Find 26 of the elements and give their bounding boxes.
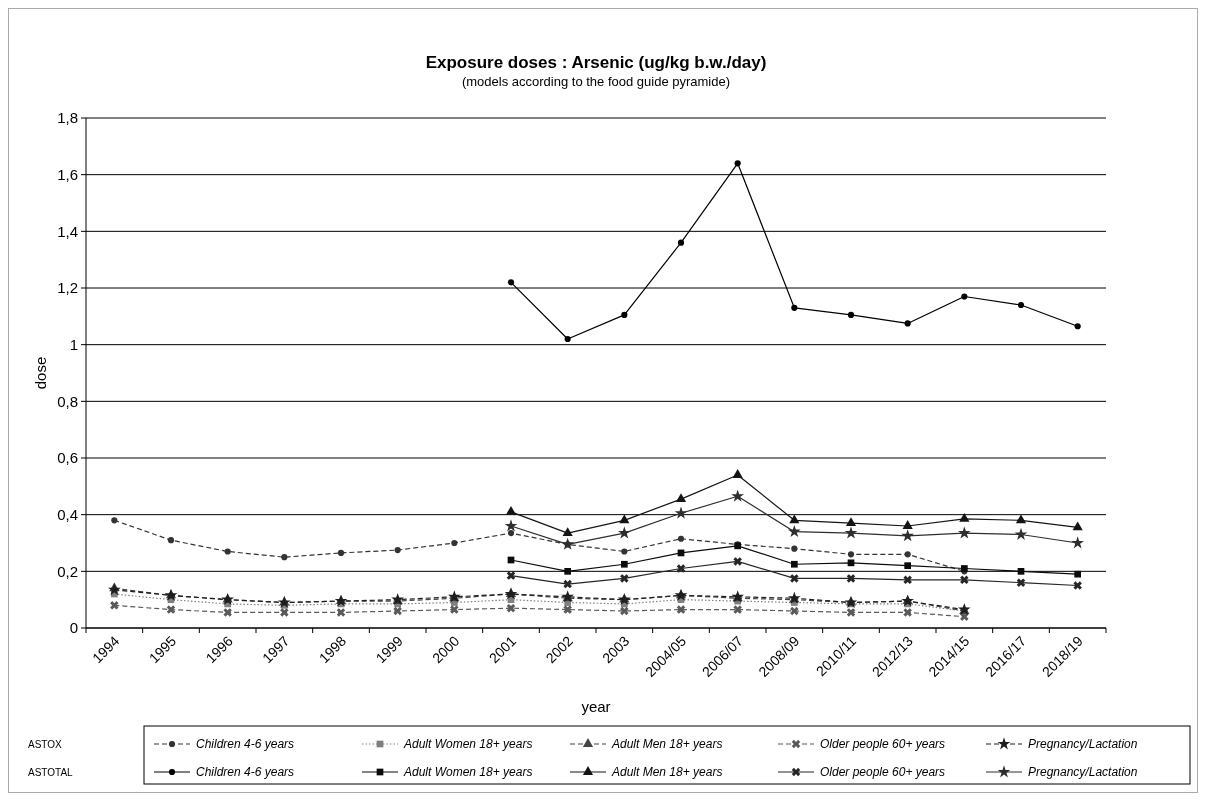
text: ASTOX — [28, 738, 63, 750]
y-tick-label: 0,6 — [57, 449, 78, 467]
y-tick-label: 0,8 — [57, 392, 78, 410]
chart-subtitle: (models according to the food guide pyramide) — [461, 74, 731, 89]
legend-label: Adult Women 18+ years — [403, 765, 533, 780]
y-tick-label: 0 — [69, 619, 78, 637]
text: ASTOTAL — [28, 766, 74, 778]
y-tick-label: 0,2 — [57, 562, 78, 580]
y-tick-label: 1,6 — [57, 165, 78, 183]
chart-title: Exposure doses : Arsenic (ug/kg b.w./day) — [425, 53, 767, 72]
y-tick-label: 1,2 — [57, 279, 78, 297]
legend-label: Children 4-6 years — [196, 737, 295, 752]
legend-label: Pregnancy/Lactation — [1028, 737, 1138, 752]
legend-label: Pregnancy/Lactation — [1028, 765, 1138, 780]
legend-label: Adult Women 18+ years — [403, 737, 533, 752]
legend-label: Older people 60+ years — [820, 765, 946, 780]
y-tick-label: 1,4 — [57, 222, 78, 240]
y-tick-label: 1,8 — [57, 109, 78, 127]
legend-label: Adult Men 18+ years — [611, 737, 723, 752]
x-axis-title: year — [581, 698, 611, 715]
y-axis-title: dose — [32, 356, 49, 390]
legend-label: Adult Men 18+ years — [611, 765, 723, 780]
y-tick-label: 0,4 — [57, 505, 78, 523]
y-tick-label: 1 — [69, 335, 78, 353]
legend-label: Children 4-6 years — [196, 765, 295, 780]
legend-label: Older people 60+ years — [820, 737, 946, 752]
